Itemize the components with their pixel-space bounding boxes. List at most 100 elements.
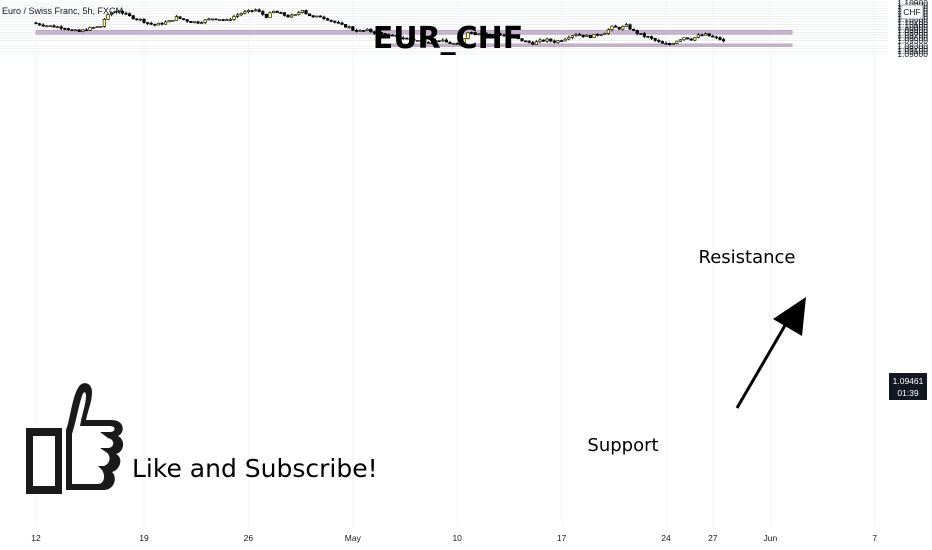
candle[interactable] bbox=[243, 9, 247, 15]
candle[interactable] bbox=[682, 37, 686, 42]
candle[interactable] bbox=[246, 9, 251, 14]
candle[interactable] bbox=[401, 36, 405, 40]
candle[interactable] bbox=[480, 32, 485, 35]
candle[interactable] bbox=[59, 25, 63, 31]
candle[interactable] bbox=[343, 24, 348, 28]
candle[interactable] bbox=[610, 25, 614, 32]
candle[interactable] bbox=[275, 10, 279, 13]
candle[interactable] bbox=[509, 34, 513, 38]
candle[interactable] bbox=[239, 12, 243, 17]
candle[interactable] bbox=[232, 14, 236, 21]
candle[interactable] bbox=[592, 34, 596, 38]
candle[interactable] bbox=[210, 18, 215, 21]
candle[interactable] bbox=[689, 37, 693, 41]
candle[interactable] bbox=[394, 34, 398, 37]
candle[interactable] bbox=[657, 38, 661, 43]
candle[interactable] bbox=[700, 33, 704, 37]
candle[interactable] bbox=[146, 22, 150, 26]
candle[interactable] bbox=[128, 12, 132, 17]
candle[interactable] bbox=[444, 38, 449, 43]
candle[interactable] bbox=[451, 42, 456, 45]
candle[interactable] bbox=[603, 32, 607, 35]
candle[interactable] bbox=[649, 35, 654, 40]
candle[interactable] bbox=[635, 29, 639, 36]
candle[interactable] bbox=[455, 42, 459, 45]
candle[interactable] bbox=[466, 31, 470, 40]
candle[interactable] bbox=[307, 13, 312, 17]
candle[interactable] bbox=[423, 39, 427, 44]
candle[interactable] bbox=[567, 35, 571, 41]
candle[interactable] bbox=[102, 18, 106, 28]
candle[interactable] bbox=[387, 33, 391, 37]
candle[interactable] bbox=[556, 39, 560, 44]
candle[interactable] bbox=[261, 9, 265, 16]
candle[interactable] bbox=[117, 9, 121, 13]
candle[interactable] bbox=[37, 22, 42, 26]
candle[interactable] bbox=[336, 20, 341, 24]
candle[interactable] bbox=[124, 11, 128, 16]
candle[interactable] bbox=[236, 13, 240, 19]
candle[interactable] bbox=[639, 33, 643, 35]
candle[interactable] bbox=[304, 9, 308, 15]
candle[interactable] bbox=[693, 37, 697, 42]
candle[interactable] bbox=[534, 40, 538, 45]
candle[interactable] bbox=[426, 41, 431, 44]
candle[interactable] bbox=[228, 17, 233, 21]
candlestick-series[interactable] bbox=[34, 8, 726, 46]
candle[interactable] bbox=[491, 33, 495, 38]
candle[interactable] bbox=[63, 27, 67, 31]
candle[interactable] bbox=[487, 33, 492, 38]
candle[interactable] bbox=[631, 28, 636, 32]
candle[interactable] bbox=[257, 8, 261, 13]
candle[interactable] bbox=[131, 15, 135, 20]
candle[interactable] bbox=[156, 22, 161, 26]
candle[interactable] bbox=[167, 20, 171, 23]
candle[interactable] bbox=[437, 40, 441, 43]
candle[interactable] bbox=[617, 26, 621, 31]
candle[interactable] bbox=[351, 25, 355, 31]
candle[interactable] bbox=[254, 8, 258, 12]
candle[interactable] bbox=[419, 39, 423, 42]
candle[interactable] bbox=[297, 10, 301, 16]
candle[interactable] bbox=[318, 15, 323, 18]
candle[interactable] bbox=[218, 19, 222, 21]
candle[interactable] bbox=[300, 10, 305, 14]
candle[interactable] bbox=[473, 31, 477, 36]
candle[interactable] bbox=[135, 18, 139, 21]
candle[interactable] bbox=[322, 15, 326, 21]
candle[interactable] bbox=[149, 21, 153, 26]
candle[interactable] bbox=[74, 28, 78, 32]
candle[interactable] bbox=[552, 39, 556, 44]
candle[interactable] bbox=[325, 17, 330, 21]
candle[interactable] bbox=[574, 33, 578, 37]
candle[interactable] bbox=[41, 23, 45, 28]
candle[interactable] bbox=[459, 42, 463, 46]
candle[interactable] bbox=[588, 34, 592, 39]
candle[interactable] bbox=[369, 28, 373, 33]
candle[interactable] bbox=[531, 40, 535, 46]
candle[interactable] bbox=[718, 36, 722, 41]
candle[interactable] bbox=[264, 13, 269, 19]
candle[interactable] bbox=[516, 37, 520, 40]
candle[interactable] bbox=[372, 31, 377, 35]
candle[interactable] bbox=[703, 32, 708, 36]
candle[interactable] bbox=[628, 23, 632, 30]
candle[interactable] bbox=[286, 13, 290, 18]
candle[interactable] bbox=[675, 40, 679, 44]
candle[interactable] bbox=[358, 29, 362, 32]
candle[interactable] bbox=[441, 38, 445, 43]
currency-badge[interactable]: CHF bbox=[900, 4, 924, 20]
candle[interactable] bbox=[329, 19, 333, 23]
candle[interactable] bbox=[70, 29, 74, 32]
candle[interactable] bbox=[361, 30, 366, 32]
candle[interactable] bbox=[621, 25, 625, 31]
candle[interactable] bbox=[513, 36, 517, 39]
candle[interactable] bbox=[279, 11, 283, 14]
candle[interactable] bbox=[585, 33, 589, 37]
candle[interactable] bbox=[192, 21, 197, 24]
candle[interactable] bbox=[164, 20, 168, 25]
candle[interactable] bbox=[469, 31, 474, 35]
candle[interactable] bbox=[484, 32, 488, 36]
candle[interactable] bbox=[293, 14, 297, 16]
